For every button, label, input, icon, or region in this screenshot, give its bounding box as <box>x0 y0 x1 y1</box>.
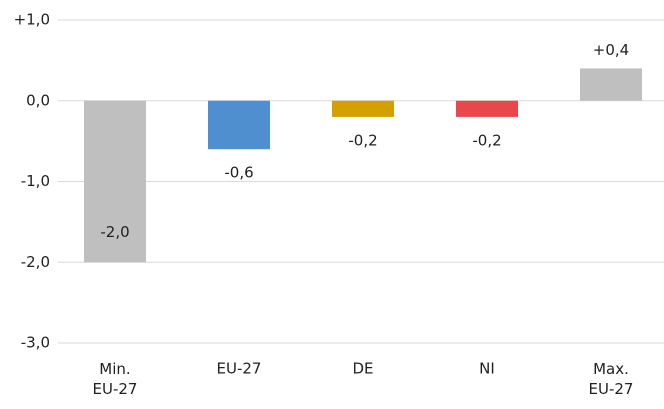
y-tick-label: -2,0 <box>21 253 50 271</box>
value-label: -2,0 <box>100 223 129 241</box>
x-tick-label-line: Min. <box>99 360 130 378</box>
x-tick-label: EU-27 <box>217 360 262 378</box>
bar <box>580 68 642 101</box>
value-label: -0,2 <box>472 131 501 149</box>
x-tick-label-line: EU-27 <box>93 380 138 398</box>
bar <box>456 100 518 117</box>
y-tick-label: -3,0 <box>21 334 50 352</box>
y-tick-label: -1,0 <box>21 172 50 190</box>
value-label: -0,2 <box>348 131 377 149</box>
x-tick-label-line: Max. <box>593 360 629 378</box>
x-tick-label: Max. EU-27 <box>589 360 634 398</box>
y-tick-label: +1,0 <box>14 11 50 29</box>
value-label: +0,4 <box>593 41 629 59</box>
y-tick-label: 0,0 <box>26 91 50 109</box>
value-label: -0,6 <box>224 164 253 182</box>
bar <box>332 100 394 117</box>
bar <box>84 100 146 263</box>
x-tick-label: DE <box>352 360 373 378</box>
x-tick-label-line: EU-27 <box>589 380 634 398</box>
bar <box>208 100 270 150</box>
x-tick-label: Min. EU-27 <box>93 360 138 398</box>
x-tick-label: NI <box>479 360 495 378</box>
